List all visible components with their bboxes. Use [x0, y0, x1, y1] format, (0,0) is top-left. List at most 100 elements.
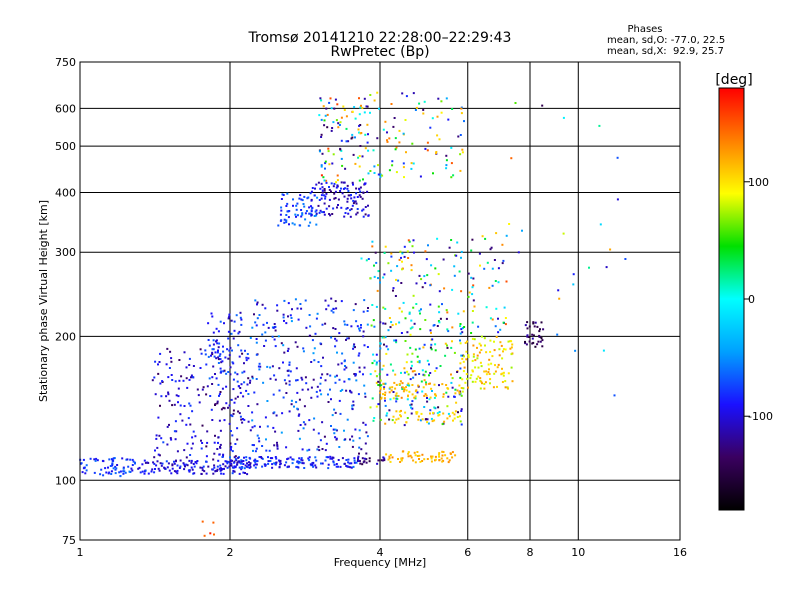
data-point [323, 189, 326, 192]
data-point [495, 307, 498, 310]
data-point [170, 374, 173, 376]
data-point [262, 323, 265, 326]
data-point [99, 473, 102, 476]
data-point [259, 365, 262, 368]
data-point [382, 322, 385, 325]
data-point [451, 288, 454, 291]
data-point [356, 196, 359, 198]
data-point [455, 401, 458, 404]
data-point [532, 334, 535, 337]
data-point [339, 148, 342, 151]
data-point [257, 365, 260, 368]
data-point [409, 404, 412, 407]
data-point [438, 411, 441, 413]
data-point [204, 353, 207, 356]
data-point [345, 338, 347, 341]
data-point [309, 334, 312, 337]
data-point [465, 350, 468, 353]
data-point [338, 124, 341, 126]
data-point [346, 465, 349, 468]
data-point [319, 187, 322, 190]
data-point [349, 438, 351, 441]
data-point [347, 337, 350, 340]
data-point [315, 183, 318, 186]
data-point [398, 258, 401, 261]
data-point [325, 192, 328, 195]
data-point [313, 417, 316, 420]
data-point [457, 411, 459, 414]
data-point [210, 408, 213, 411]
data-point [355, 461, 358, 464]
data-point [203, 534, 206, 537]
data-point [353, 461, 356, 464]
data-point [278, 367, 281, 370]
data-point [129, 458, 132, 461]
data-point [236, 373, 239, 376]
data-point [446, 417, 449, 420]
data-point [414, 395, 417, 398]
data-point [397, 458, 399, 460]
data-point [502, 259, 505, 262]
data-point [323, 202, 326, 205]
data-point [219, 367, 222, 370]
data-point [510, 346, 513, 349]
data-point [336, 351, 338, 354]
data-point [445, 159, 448, 162]
data-point [324, 114, 327, 117]
data-point [416, 455, 419, 457]
data-point [310, 209, 313, 212]
data-point [176, 472, 179, 475]
data-point [382, 364, 385, 367]
data-point [442, 412, 445, 415]
data-point [309, 192, 312, 195]
data-point [176, 464, 179, 467]
data-point [406, 398, 409, 401]
data-point [320, 99, 323, 102]
data-point [261, 445, 264, 447]
data-point [345, 207, 348, 210]
data-point [345, 140, 348, 143]
data-point [413, 251, 415, 254]
data-point [215, 377, 218, 380]
data-point [204, 349, 207, 352]
data-point [160, 395, 163, 398]
data-point [480, 349, 483, 351]
data-point [451, 451, 454, 454]
data-point [526, 335, 529, 338]
data-point [329, 457, 332, 460]
data-point [384, 120, 387, 123]
data-point [449, 452, 452, 455]
data-point [459, 415, 461, 418]
data-point [191, 442, 194, 445]
data-point [207, 355, 210, 358]
data-point [319, 209, 322, 212]
data-point [238, 472, 241, 475]
data-point [369, 111, 371, 114]
data-point [489, 382, 491, 385]
data-point [153, 462, 156, 465]
data-point [348, 462, 351, 465]
data-point [232, 337, 235, 340]
data-point [392, 397, 395, 400]
data-point [289, 314, 292, 317]
data-point [301, 213, 304, 216]
data-point [331, 213, 334, 215]
data-point [410, 167, 413, 170]
data-point [276, 447, 279, 450]
data-point [113, 457, 116, 460]
data-point [501, 262, 504, 265]
data-point [334, 381, 337, 384]
data-point [222, 370, 225, 373]
data-point [296, 214, 299, 217]
data-point [277, 224, 280, 227]
data-point [352, 345, 355, 348]
data-point [411, 245, 414, 248]
data-point [303, 467, 306, 469]
data-point [333, 408, 336, 411]
data-point [538, 330, 541, 333]
data-point [320, 393, 323, 396]
data-point [116, 464, 119, 466]
data-point [365, 431, 368, 434]
data-point [352, 347, 355, 350]
data-point [212, 331, 215, 334]
